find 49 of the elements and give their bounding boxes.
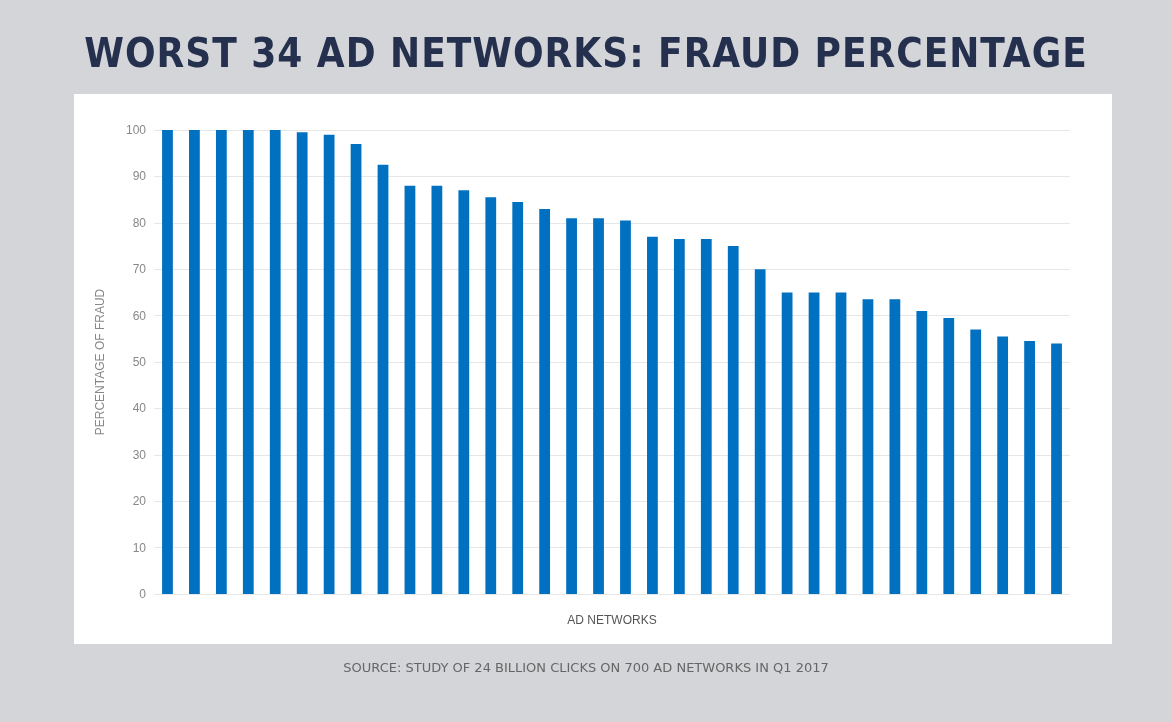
bar — [189, 130, 200, 594]
source-note: SOURCE: STUDY OF 24 BILLION CLICKS ON 700 AD NETWORKS IN Q1 2017 — [342, 660, 830, 675]
bar — [215, 130, 227, 594]
y-tick-label: 100 — [125, 123, 147, 137]
bar — [269, 130, 281, 594]
bar — [1024, 341, 1035, 594]
bar — [162, 130, 173, 594]
chart-title: WORST 34 AD NETWORKS: FRAUD PERCENTAGE — [83, 30, 1089, 76]
bar — [889, 299, 901, 594]
bar — [997, 336, 1009, 594]
bar — [458, 190, 470, 594]
bar — [970, 329, 982, 594]
bar — [1051, 343, 1062, 594]
y-tick-label: 80 — [132, 215, 147, 230]
bar — [808, 292, 820, 594]
bar — [943, 317, 955, 594]
y-tick-label: 50 — [132, 355, 147, 369]
bar — [242, 130, 254, 594]
y-axis-title: PERCENTAGE OF FRAUD — [93, 288, 107, 436]
y-tick-label: 40 — [132, 401, 147, 416]
bar — [593, 218, 604, 594]
bar — [727, 246, 739, 594]
bar — [323, 134, 335, 594]
bar — [296, 132, 308, 594]
bar — [647, 236, 658, 594]
bar — [835, 292, 847, 594]
bar — [566, 218, 577, 594]
bar — [512, 201, 524, 594]
bar — [377, 164, 389, 594]
bar — [700, 239, 712, 594]
y-tick-label: 90 — [132, 169, 147, 184]
bar — [862, 299, 874, 594]
y-tick-label: 70 — [132, 262, 147, 277]
bar — [404, 185, 416, 594]
y-tick-label: 10 — [132, 540, 147, 555]
bar — [350, 143, 362, 594]
bar — [754, 269, 766, 594]
bar — [673, 239, 685, 594]
bar — [485, 197, 497, 594]
bar — [620, 220, 631, 594]
x-axis-title: AD NETWORKS — [567, 613, 657, 627]
bar — [539, 208, 551, 594]
y-tick-label: 30 — [132, 447, 147, 462]
y-tick-label: 0 — [139, 587, 147, 601]
bar — [431, 185, 443, 594]
bar — [781, 292, 793, 594]
y-tick-label: 20 — [132, 494, 147, 509]
bar — [916, 310, 928, 594]
y-tick-label: 60 — [132, 308, 147, 323]
